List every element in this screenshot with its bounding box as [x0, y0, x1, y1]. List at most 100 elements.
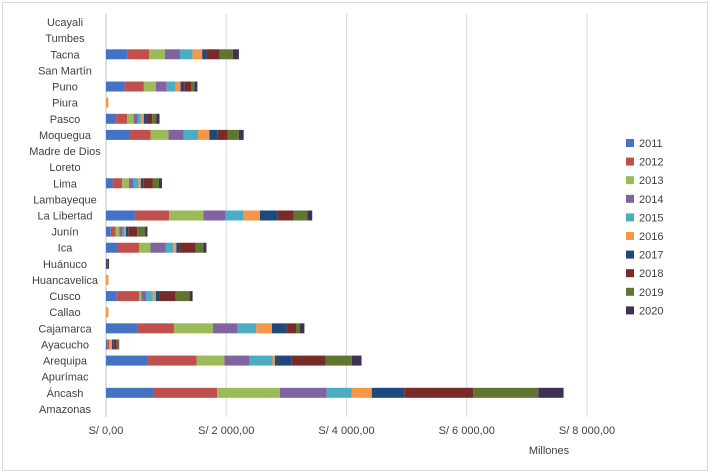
- bar-segment: [325, 355, 352, 366]
- category-labels: Amazonas Áncash Apurímac Arequipa Ayacucho Ca…: [29, 17, 101, 416]
- category-label: Puno: [52, 82, 78, 94]
- bar-stacks: [106, 49, 564, 398]
- category-label: Lambayeque: [33, 194, 97, 206]
- bar-segment: [184, 81, 192, 92]
- bar-segment: [152, 291, 156, 302]
- x-tick-label: S/ 4 000,00: [318, 425, 374, 437]
- bar-segment: [106, 274, 109, 285]
- bar-segment: [106, 307, 109, 318]
- category-label: Loreto: [49, 162, 80, 174]
- bar-segment: [152, 178, 159, 189]
- category-label: Tumbes: [45, 33, 85, 45]
- legend-swatch: [626, 139, 634, 147]
- category-label: Piura: [52, 98, 79, 110]
- legend-swatch: [626, 306, 634, 315]
- x-tick-label: S/ 8 000,00: [559, 425, 615, 437]
- legend-label: 2018: [639, 268, 663, 280]
- legend-swatch: [626, 176, 634, 185]
- bar-segment: [209, 129, 218, 140]
- bar-segment: [225, 210, 244, 221]
- category-label: Callao: [49, 307, 80, 319]
- bar-segment: [165, 242, 174, 253]
- bar-segment: [112, 178, 123, 189]
- category-label: La Libertad: [37, 211, 92, 223]
- bar-segment: [232, 49, 239, 60]
- bar-segment: [295, 323, 300, 334]
- bar-segment: [106, 81, 125, 92]
- bar-segment: [351, 355, 362, 366]
- bar-segment: [169, 210, 204, 221]
- bar-segment: [219, 49, 233, 60]
- bar-segment: [286, 323, 296, 334]
- bar-segment: [173, 323, 214, 334]
- bar-segment: [203, 242, 207, 253]
- category-label: Cusco: [49, 291, 80, 303]
- category-label: Moquegua: [39, 130, 92, 142]
- bar-segment: [277, 210, 294, 221]
- bar-segment: [180, 81, 185, 92]
- bar-segment: [106, 258, 108, 269]
- legend-swatch: [626, 232, 634, 240]
- bar-segment: [106, 97, 109, 108]
- bar-segment: [139, 291, 142, 302]
- bar-segment: [106, 226, 111, 237]
- bar-segment: [137, 113, 141, 124]
- bar-segment: [256, 323, 272, 334]
- bar-segment: [109, 339, 113, 350]
- bar-segment: [116, 291, 140, 302]
- bar-segment: [351, 387, 372, 398]
- bar-segment: [107, 339, 110, 350]
- bar-segment: [224, 355, 250, 366]
- bar-segment: [122, 226, 125, 237]
- bar-segment: [138, 178, 141, 189]
- bar-segment: [213, 323, 238, 334]
- bar-segment: [156, 113, 160, 124]
- legend: 2011 2012 2013 2014 2015 2016 2017 2018 2019 2020: [626, 138, 663, 317]
- category-label: Arequipa: [43, 356, 88, 368]
- bar-segment: [139, 242, 151, 253]
- legend-label: 2016: [639, 231, 663, 243]
- legend-swatch: [626, 269, 634, 278]
- bar-segment: [106, 323, 138, 334]
- bar-segment: [106, 339, 108, 350]
- bar-segment: [473, 387, 539, 398]
- bar-segment: [203, 210, 226, 221]
- bar-segment: [175, 81, 181, 92]
- category-label: Ica: [58, 243, 74, 255]
- bar-segment: [137, 226, 146, 237]
- bar-segment: [119, 226, 123, 237]
- bar-segment: [227, 129, 239, 140]
- bar-segment: [271, 323, 287, 334]
- bar-segment: [137, 323, 174, 334]
- category-label: Pasco: [50, 114, 81, 126]
- bar-segment: [307, 210, 313, 221]
- bar-segment: [149, 49, 165, 60]
- bar-segment: [124, 81, 144, 92]
- bar-segment: [146, 113, 153, 124]
- x-tick-label: S/ 6 000,00: [439, 425, 495, 437]
- bar-segment: [175, 291, 190, 302]
- legend-swatch: [626, 213, 634, 222]
- bar-segment: [106, 291, 117, 302]
- category-label: Huancavelica: [32, 275, 99, 287]
- bar-segment: [293, 210, 308, 221]
- bar-segment: [197, 129, 210, 140]
- bar-segment: [217, 129, 228, 140]
- bar-segment: [125, 226, 129, 237]
- bar-segment: [124, 226, 126, 237]
- bar-segment: [106, 355, 149, 366]
- bar-segment: [140, 113, 144, 124]
- bar-segment: [249, 355, 273, 366]
- bar-segment: [122, 178, 129, 189]
- category-label: Huánuco: [43, 259, 87, 271]
- legend-swatch: [626, 287, 634, 296]
- bar-segment: [115, 226, 120, 237]
- bar-segment: [202, 49, 207, 60]
- bar-segment: [173, 242, 177, 253]
- category-label: Cajamarca: [38, 323, 92, 335]
- legend-swatch: [626, 157, 634, 166]
- bar-segment: [133, 178, 139, 189]
- bar-segment: [116, 113, 128, 124]
- category-label: Lima: [53, 178, 78, 190]
